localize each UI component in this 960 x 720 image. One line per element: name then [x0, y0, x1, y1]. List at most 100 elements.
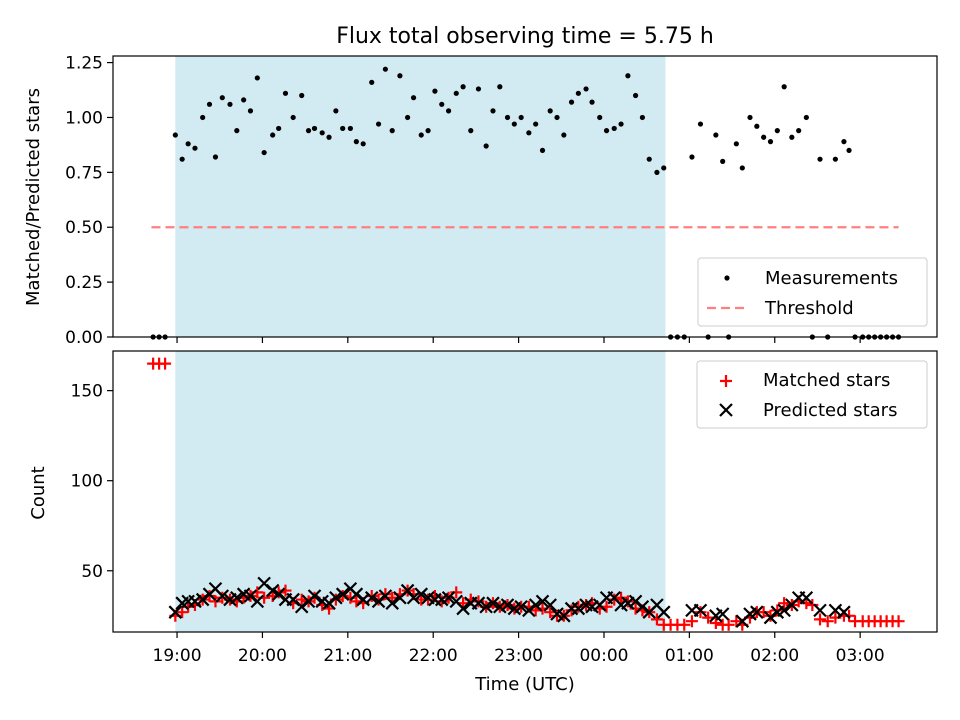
- matched-star-marker: [814, 613, 827, 626]
- measurement-point: [353, 139, 359, 145]
- observing-window-shade-bottom: [175, 351, 666, 632]
- predicted-star-marker: [230, 590, 244, 605]
- measurement-point: [597, 114, 603, 121]
- top-y-tick-label: 1.00: [65, 108, 103, 128]
- measurement-point: [697, 121, 704, 127]
- predicted-star-marker: [456, 601, 470, 616]
- measurement-point: [483, 143, 489, 149]
- measurement-point: [568, 99, 575, 105]
- measurement-point: [227, 101, 233, 107]
- predicted-star-marker: [571, 601, 586, 616]
- measurement-point: [689, 154, 695, 160]
- measurement-point: [453, 90, 459, 96]
- measurement-point: [172, 132, 178, 138]
- count-panel: 50 100 150 19:00 20:00 21:00 22:00 23:00 00:00 0…: [28, 350, 938, 695]
- chart-title: Flux total observing time = 5.75 h: [336, 24, 714, 49]
- predicted-star-marker: [528, 598, 543, 612]
- matched-star-marker: [216, 591, 229, 604]
- predicted-star-marker: [693, 603, 708, 618]
- matched-star-marker: [209, 595, 222, 608]
- x-tick-label: 03:00: [836, 646, 885, 666]
- top-y-tick-label: 0.00: [65, 328, 103, 348]
- predicted-star-marker: [486, 596, 500, 610]
- matched-star-marker: [615, 591, 628, 604]
- bottom-legend: Matched stars Predicted stars: [696, 360, 928, 429]
- measurement-point: [654, 169, 660, 175]
- measurement-point: [733, 141, 739, 147]
- measurement-point: [497, 84, 503, 90]
- top-y-axis-label: Matched/Predicted stars: [23, 88, 44, 306]
- measurement-point: [817, 156, 823, 162]
- matched-star-marker: [892, 615, 905, 628]
- measurement-point: [270, 132, 276, 138]
- measurement-point: [340, 125, 346, 132]
- measurement-point: [299, 92, 305, 99]
- measurement-point: [713, 132, 719, 138]
- matched-star-marker: [757, 606, 770, 619]
- measurement-point: [533, 121, 539, 127]
- measurement-point: [781, 84, 787, 90]
- measurement-point: [219, 95, 225, 101]
- top-y-axis-ticks: 0.00 0.25 0.50 0.75 1.00 1.25: [65, 54, 113, 348]
- measurement-point: [803, 114, 809, 121]
- predicted-star-marker: [715, 607, 730, 621]
- measurement-point: [333, 108, 339, 114]
- measurement-point: [319, 130, 325, 136]
- x-axis-label: Time (UTC): [474, 674, 575, 695]
- predicted-star-marker: [479, 600, 493, 614]
- predicted-star-marker: [656, 605, 671, 619]
- legend-threshold-label: Threshold: [764, 298, 854, 319]
- matched-star-marker: [650, 613, 663, 626]
- measurement-point: [460, 84, 466, 90]
- predicted-star-marker: [406, 590, 421, 605]
- x-tick-label: 20:00: [238, 646, 287, 666]
- measurement-point: [347, 125, 353, 132]
- measurement-point: [311, 125, 318, 132]
- predicted-star-marker: [307, 589, 322, 603]
- top-x-axis-ticks: [176, 337, 861, 343]
- matched-star-marker: [678, 618, 691, 631]
- bottom-y-tick-label: 150: [71, 382, 103, 402]
- ratio-panel: 0.00 0.25 0.50 0.75 1.00 1.25 Matched/Predict…: [23, 54, 938, 348]
- measurement-point: [241, 97, 247, 103]
- measurement-point: [832, 156, 838, 162]
- matched-star-marker: [709, 616, 722, 629]
- measurement-point: [326, 134, 332, 140]
- observing-window-shade: [175, 56, 666, 337]
- predicted-star-marker: [335, 587, 350, 601]
- bottom-y-tick-label: 50: [81, 562, 103, 582]
- measurement-point: [518, 114, 524, 121]
- measurement-point: [547, 108, 553, 114]
- measurement-point: [618, 121, 624, 127]
- measurement-point: [475, 86, 482, 92]
- predicted-star-marker: [414, 587, 429, 601]
- measurement-point: [539, 147, 546, 153]
- measurement-point: [754, 123, 760, 129]
- predicted-star-marker: [265, 583, 280, 598]
- measurement-point: [589, 99, 595, 105]
- top-axes-frame: [112, 55, 938, 338]
- measurement-point: [206, 101, 213, 107]
- measurement-point: [611, 125, 617, 132]
- measurement-point: [397, 73, 403, 79]
- measurement-point: [382, 66, 388, 72]
- legend-predicted-marker: [719, 403, 733, 417]
- measurement-point: [575, 90, 581, 96]
- measurement-point: [767, 139, 774, 145]
- measurement-point: [439, 101, 445, 107]
- legend-matched-marker: [720, 375, 732, 387]
- measurement-point: [561, 132, 567, 138]
- bottom-y-tick-label: 100: [71, 472, 103, 492]
- matched-star-marker: [702, 611, 715, 624]
- measurement-point: [305, 128, 312, 134]
- legend-matched-label: Matched stars: [763, 370, 890, 391]
- predicted-star-markers: [168, 576, 851, 628]
- measurement-point: [369, 79, 375, 85]
- predicted-star-marker: [799, 590, 814, 605]
- top-y-tick-label: 0.25: [65, 273, 103, 293]
- legend-predicted-label: Predicted stars: [763, 400, 897, 421]
- predicted-star-marker: [168, 605, 183, 619]
- predicted-star-marker: [364, 590, 379, 605]
- top-legend-box: [697, 257, 928, 327]
- measurement-point: [511, 121, 517, 127]
